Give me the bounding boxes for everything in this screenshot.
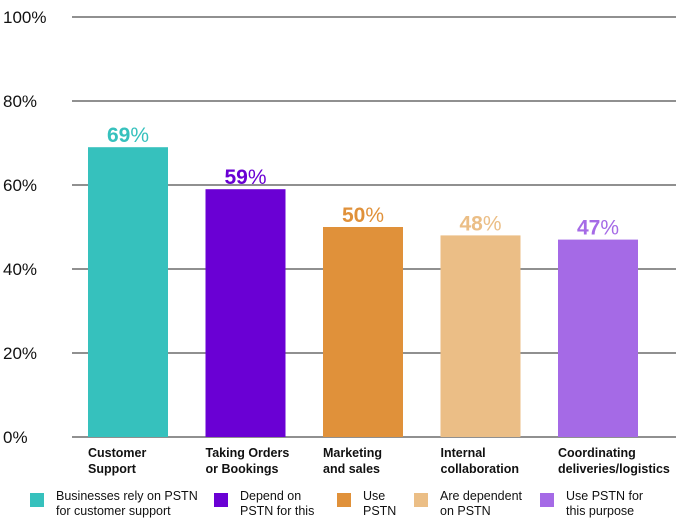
bar-chart: 0% 20% 40% 60% 80% 100% 69% Customer Support 59% T… <box>3 8 676 476</box>
value-label: 50% <box>342 204 384 227</box>
legend-swatch <box>337 493 351 507</box>
bar <box>205 189 286 437</box>
category-label: Customer Support <box>88 446 146 476</box>
category-label: Taking Orders or Bookings <box>206 446 290 476</box>
legend-label: Are dependent on PSTN <box>440 489 523 518</box>
value-label: 48% <box>459 212 501 235</box>
bar <box>440 235 521 437</box>
value-label: 59% <box>224 166 266 189</box>
legend-item-marketing: Use PSTN <box>337 489 396 519</box>
legend-swatch <box>214 493 228 507</box>
y-tick-label: 40% <box>3 260 37 279</box>
legend-label: Depend on PSTN for this <box>240 489 315 518</box>
legend-item-taking-orders: Depend on PSTN for this <box>214 489 314 519</box>
y-tick-label: 20% <box>3 344 37 363</box>
legend-item-customer-support: Businesses rely on PSTN for customer sup… <box>30 489 198 519</box>
y-tick-label: 60% <box>3 176 37 195</box>
legend-item-internal-collaboration: Are dependent on PSTN <box>414 489 522 519</box>
category-label: Marketing and sales <box>323 446 382 476</box>
y-tick-label: 0% <box>3 428 28 447</box>
y-tick-label: 100% <box>3 8 46 27</box>
bar <box>88 147 168 437</box>
y-tick-label: 80% <box>3 92 37 111</box>
legend-label: Businesses rely on PSTN for customer sup… <box>56 489 198 518</box>
legend-swatch <box>414 493 428 507</box>
bar <box>323 227 403 437</box>
legend-swatch <box>540 493 554 507</box>
legend-label: Use PSTN for this purpose <box>566 489 644 518</box>
legend: Businesses rely on PSTN for customer sup… <box>30 489 679 521</box>
bar <box>558 239 638 437</box>
legend-item-coordinating: Use PSTN for this purpose <box>540 489 643 519</box>
legend-swatch <box>30 493 44 507</box>
legend-label: Use PSTN <box>363 489 397 518</box>
value-label: 47% <box>577 217 619 240</box>
category-label: Coordinating deliveries/logistics <box>558 446 670 476</box>
value-label: 69% <box>107 124 149 147</box>
category-label: Internal collaboration <box>441 446 519 476</box>
